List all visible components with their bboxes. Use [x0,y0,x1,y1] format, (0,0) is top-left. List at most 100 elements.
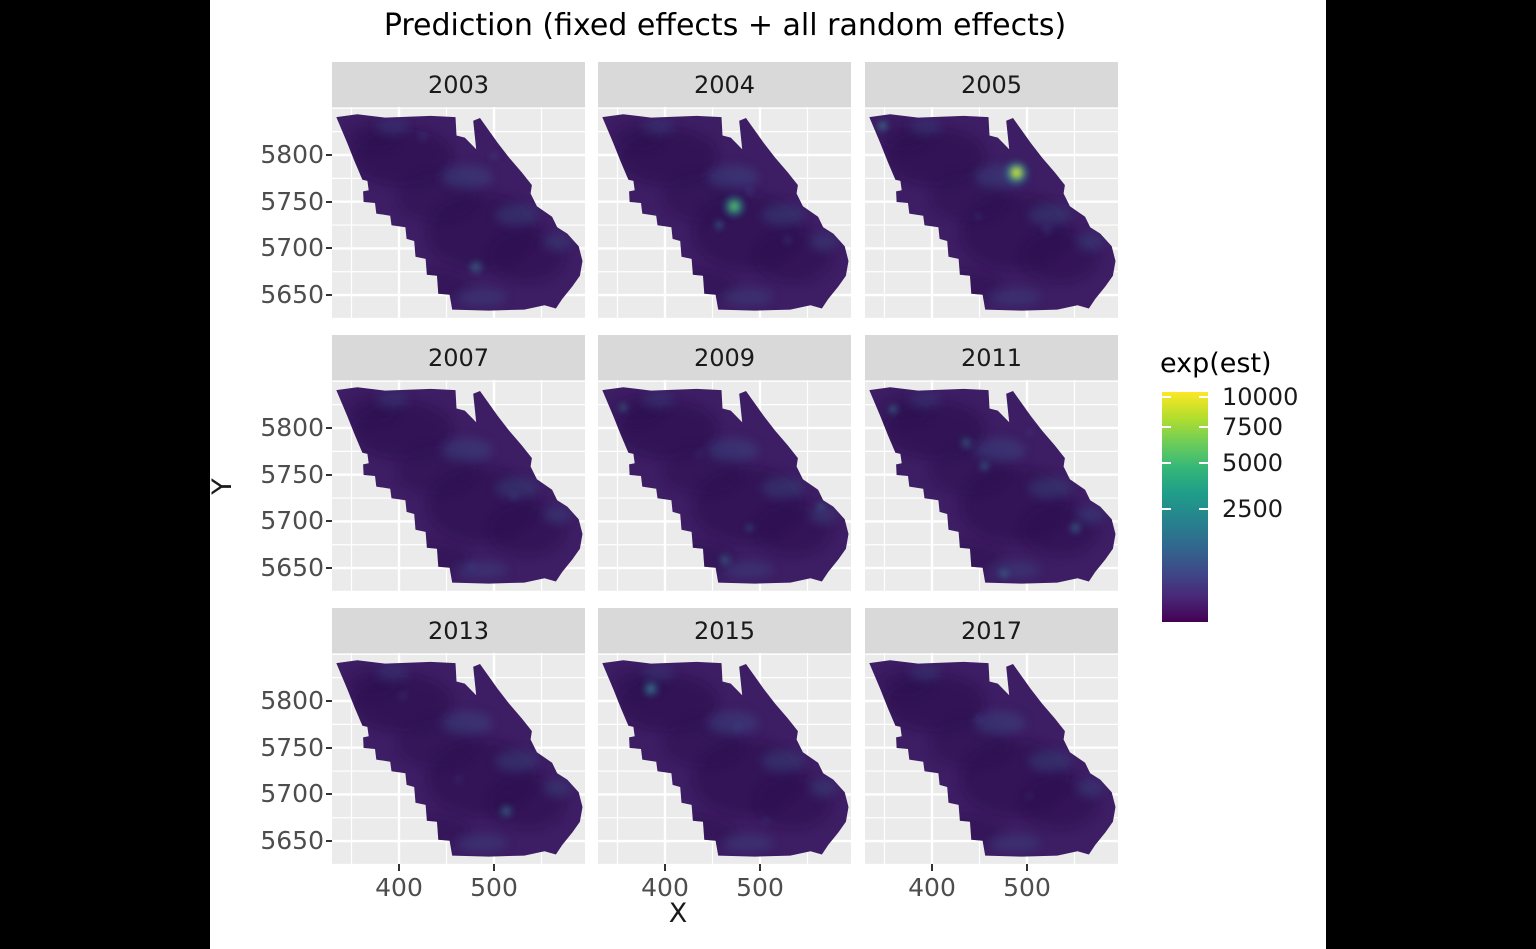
map-2013 [332,653,585,864]
facet-2011: 2011 [865,335,1118,591]
facet-panel-2015 [598,653,851,864]
x-tick-label-400: 400 [641,873,689,902]
facet-strip-2007: 2007 [332,335,585,380]
y-tick-label-5650: 5650 [260,280,324,310]
facet-panel-2017 [865,653,1118,864]
facet-2009: 2009 [598,335,851,591]
plot-title: Prediction (fixed effects + all random e… [383,8,1067,43]
y-tick-mark [326,793,332,796]
x-tick-label-500: 500 [470,873,518,902]
facet-panel-2003 [332,107,585,318]
y-tick-label-5700: 5700 [260,779,324,809]
y-tick-label-5750: 5750 [260,459,324,489]
facet-strip-2017: 2017 [865,608,1118,653]
map-2005 [865,107,1118,318]
facet-panel-2005 [865,107,1118,318]
legend-label-10000: 10000 [1222,383,1299,411]
facet-label-2005: 2005 [960,70,1023,99]
y-tick-mark [326,840,332,843]
facet-strip-2013: 2013 [332,608,585,653]
y-tick-mark [326,427,332,429]
facet-2007: 2007 [332,335,585,591]
facet-label-2017: 2017 [960,616,1023,645]
x-tick-mark [759,864,761,871]
x-tick-mark [664,864,666,871]
map-2004 [598,107,851,318]
facet-label-2004: 2004 [693,70,756,99]
y-tick-label-5750: 5750 [260,732,324,762]
legend-label-7500: 7500 [1222,413,1284,441]
legend-tick-mark [1162,508,1171,510]
y-tick-mark [326,473,332,476]
facet-panel-2011 [865,380,1118,591]
y-tick-label-5700: 5700 [260,506,324,536]
y-tick-mark [326,700,332,702]
y-tick-label-5800: 5800 [260,413,324,442]
map-2011 [865,380,1118,591]
facet-strip-2003: 2003 [332,62,585,107]
facet-strip-2015: 2015 [598,608,851,653]
facet-panel-2004 [598,107,851,318]
legend-tick-mark [1162,396,1171,398]
map-2009 [598,380,851,591]
facet-strip-2004: 2004 [598,62,851,107]
legend-tick-mark [1199,426,1208,428]
legend-tick-mark [1199,461,1208,464]
facet-2013: 2013 [332,608,585,864]
map-2015 [598,653,851,864]
map-2017 [865,653,1118,864]
x-axis-title: X [668,898,688,929]
facet-2003: 2003 [332,62,585,318]
facet-label-2013: 2013 [427,616,490,645]
facet-2005: 2005 [865,62,1118,318]
x-tick-mark [398,864,400,871]
facet-2017: 2017 [865,608,1118,864]
y-tick-mark [326,520,332,523]
x-tick-label-400: 400 [375,873,423,902]
legend-title: exp(est) [1160,348,1272,379]
facet-strip-2011: 2011 [865,335,1118,380]
y-tick-label-5750: 5750 [260,186,324,216]
facet-label-2011: 2011 [960,343,1023,372]
x-tick-mark [931,864,933,871]
legend-tick-mark [1199,508,1208,510]
facet-label-2007: 2007 [427,343,490,372]
facet-2004: 2004 [598,62,851,318]
y-tick-label-5800: 5800 [260,686,324,715]
y-tick-label-5700: 5700 [260,233,324,263]
x-tick-mark [493,864,495,871]
facet-panel-2013 [332,653,585,864]
facet-strip-2005: 2005 [865,62,1118,107]
y-tick-mark [326,746,332,749]
legend-label-2500: 2500 [1222,495,1284,523]
plot-device: Prediction (fixed effects + all random e… [206,0,1326,949]
y-tick-label-5800: 5800 [260,140,324,169]
x-tick-label-500: 500 [736,873,784,902]
y-tick-mark [326,294,332,297]
y-axis-title: Y [206,478,238,495]
facet-panel-2007 [332,380,585,591]
y-tick-label-5650: 5650 [260,553,324,583]
x-tick-label-400: 400 [908,873,956,902]
legend-tick-mark [1199,396,1208,398]
map-2007 [332,380,585,591]
facet-strip-2009: 2009 [598,335,851,380]
y-tick-mark [326,154,332,156]
y-tick-mark [326,200,332,203]
map-2003 [332,107,585,318]
legend-colorbar [1162,392,1208,622]
legend-tick-mark [1162,426,1171,428]
facet-label-2015: 2015 [693,616,756,645]
facet-2015: 2015 [598,608,851,864]
facet-label-2009: 2009 [693,343,756,372]
facet-label-2003: 2003 [427,70,490,99]
x-tick-label-500: 500 [1003,873,1051,902]
y-tick-mark [326,247,332,250]
facet-panel-2009 [598,380,851,591]
y-tick-label-5650: 5650 [260,826,324,856]
legend-label-5000: 5000 [1222,448,1284,477]
x-tick-mark [1026,864,1028,871]
y-tick-mark [326,567,332,570]
legend-tick-mark [1162,461,1171,464]
